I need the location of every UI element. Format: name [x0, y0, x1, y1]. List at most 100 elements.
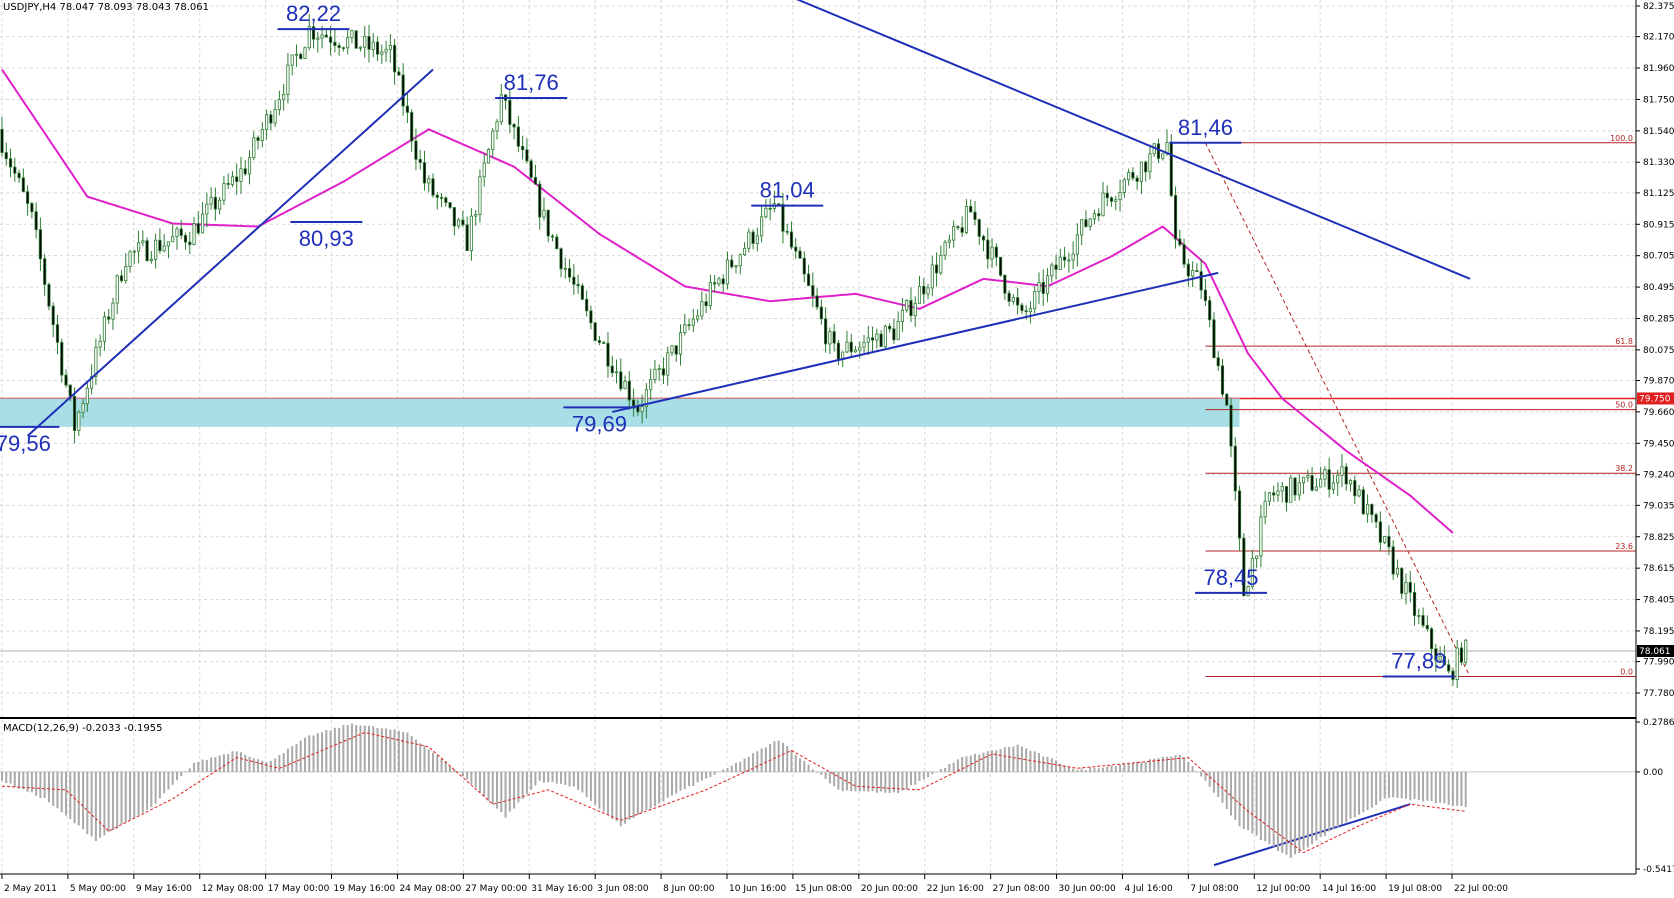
candle-body: [866, 337, 870, 343]
candle-body: [1037, 281, 1041, 292]
time-tick-label: 27 Jun 08:00: [993, 884, 1050, 894]
candle-body: [107, 316, 111, 320]
candle-body: [482, 162, 486, 178]
candle-body: [1063, 256, 1067, 261]
candle-body: [960, 227, 964, 233]
candle-body: [247, 157, 252, 175]
candle-body: [1199, 271, 1203, 291]
candle-body: [1272, 492, 1276, 496]
candle-body: [38, 229, 42, 260]
candle-body: [1412, 591, 1417, 616]
candle-body: [1336, 474, 1340, 484]
price-tick-label: 77.990: [1643, 658, 1674, 668]
candle-body: [529, 160, 533, 178]
candle-body: [34, 211, 38, 231]
candle-body: [1331, 482, 1336, 490]
candle-body: [926, 287, 930, 295]
candle-body: [277, 99, 281, 111]
candle-body: [649, 379, 653, 391]
candle-body: [525, 149, 529, 162]
annotation-label: 82,22: [286, 1, 341, 26]
candle-body: [508, 99, 512, 125]
candle-body: [858, 346, 862, 351]
annotation-label: 77,89: [1391, 649, 1446, 674]
time-tick-label: 12 Jul 00:00: [1256, 884, 1310, 894]
candle-body: [72, 395, 77, 432]
price-tick-label: 80.915: [1643, 220, 1674, 230]
candle-body: [243, 168, 247, 175]
candle-body: [252, 137, 256, 159]
candle-body: [1118, 192, 1122, 201]
candle-body: [162, 245, 166, 252]
candle-body: [538, 183, 542, 218]
candle-body: [1434, 648, 1438, 661]
candle-body: [346, 37, 350, 49]
candle-body: [64, 374, 68, 386]
time-tick-label: 5 May 00:00: [70, 884, 126, 894]
candle-body: [200, 213, 205, 234]
price-axis[interactable]: 82.375 82.170 81.960 81.750 81.540 81.330 81.1…: [1636, 2, 1674, 875]
candle-body: [333, 41, 337, 46]
annotation-label: 79,69: [572, 411, 627, 436]
candle-body: [222, 182, 226, 201]
candle-body: [802, 257, 806, 275]
candle-body: [13, 166, 17, 174]
candle-body: [226, 182, 230, 185]
macd-label: MACD(12,26,9) -0.2033 -0.1955: [3, 723, 163, 734]
candle-body: [102, 316, 106, 342]
candle-body: [567, 268, 572, 278]
candle-body: [469, 215, 473, 252]
candle-body: [17, 172, 21, 179]
fib-diagonal: [1204, 142, 1471, 677]
candle-body: [696, 315, 700, 320]
price-tick-label: 78.195: [1643, 627, 1674, 637]
candle-body: [1442, 655, 1446, 666]
candle-body: [1327, 469, 1331, 490]
candle-body: [452, 207, 456, 227]
candle-body: [721, 278, 725, 285]
candle-body: [427, 178, 431, 184]
candle-body: [798, 250, 802, 259]
candle-body: [1135, 177, 1139, 182]
candle-body: [939, 254, 943, 274]
price-tick-label: 79.450: [1643, 439, 1674, 449]
candle-body: [431, 178, 435, 196]
time-tick-label: 22 Jul 00:00: [1454, 884, 1508, 894]
candle-body: [1028, 308, 1033, 313]
candle-body: [751, 231, 755, 244]
candle-body: [1306, 475, 1310, 478]
candle-body: [870, 337, 875, 341]
price-tick-label: 81.125: [1643, 189, 1674, 199]
candle-body: [1464, 639, 1468, 663]
annotation-label: 81,76: [504, 70, 559, 95]
candle-body: [380, 51, 384, 55]
candle-body: [457, 219, 461, 227]
candle-body: [1220, 365, 1225, 395]
candle-body: [230, 176, 235, 185]
candle-body: [973, 211, 977, 220]
price-tick-label: 79.870: [1643, 377, 1674, 387]
candle-body: [188, 241, 192, 246]
candle-body: [632, 399, 636, 407]
time-tick-label: 20 Jun 00:00: [861, 884, 918, 894]
candle-body: [239, 168, 243, 182]
candle-body: [166, 241, 171, 247]
time-tick-label: 14 Jul 16:00: [1322, 884, 1376, 894]
candle-body: [1045, 275, 1050, 294]
candle-body: [1289, 477, 1293, 503]
candle-body: [1395, 567, 1400, 575]
candle-body: [196, 223, 200, 234]
candle-body: [849, 341, 853, 353]
candle-body: [661, 368, 666, 376]
fib-level-label: 38.2: [1615, 464, 1633, 473]
candle-body: [1216, 357, 1220, 367]
candle-body: [1310, 475, 1314, 491]
candle-body: [478, 176, 482, 215]
candle-body: [913, 302, 917, 317]
candle-body: [956, 226, 960, 229]
time-tick-label: 31 May 16:00: [531, 884, 593, 894]
candle-body: [1284, 486, 1289, 503]
candle-body: [768, 207, 772, 210]
candle-body: [606, 342, 610, 367]
candle-body: [1178, 238, 1182, 246]
